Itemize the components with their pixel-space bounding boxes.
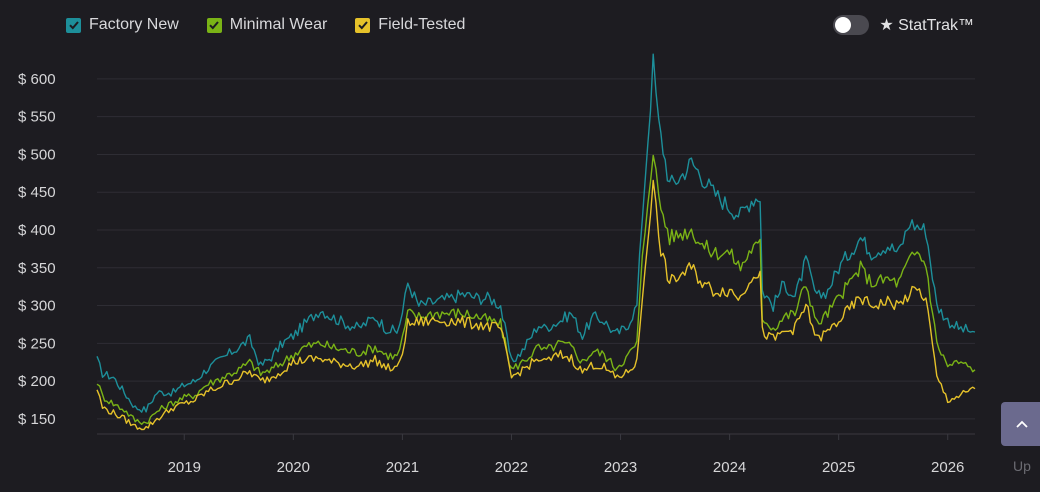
legend-item-minimal-wear[interactable]: Minimal Wear [206, 16, 328, 34]
checkbox-checked-icon[interactable] [355, 17, 371, 33]
y-tick-label: $ 500 [18, 146, 56, 163]
chart-legend: Factory New Minimal Wear Field-Tested [66, 16, 465, 34]
x-tick-label: 2023 [604, 459, 637, 476]
legend-label: Field-Tested [378, 16, 466, 33]
legend-label: Minimal Wear [229, 16, 328, 33]
stattrak-label: ★ StatTrak™ [879, 17, 974, 34]
x-tick-label: 2025 [822, 459, 855, 476]
stattrak-toggle[interactable] [833, 15, 870, 35]
toggle-knob [835, 17, 852, 33]
y-tick-label: $ 250 [18, 335, 56, 352]
y-tick-label: $ 300 [18, 298, 56, 315]
legend-item-field-tested[interactable]: Field-Tested [355, 16, 465, 34]
x-tick-label: 2021 [386, 459, 419, 476]
y-tick-label: $ 350 [18, 260, 56, 277]
chevron-up-icon [1016, 420, 1028, 428]
scroll-top-button[interactable] [1001, 402, 1040, 446]
scroll-top-label: Up [1013, 458, 1031, 474]
legend-item-factory-new[interactable]: Factory New [66, 16, 179, 34]
series-line-factory-new [96, 53, 976, 413]
x-tick-label: 2024 [713, 459, 746, 476]
legend-label: Factory New [89, 16, 179, 33]
x-tick-label: 2026 [931, 459, 964, 476]
x-tick-label: 2019 [168, 459, 201, 476]
x-tick-label: 2020 [277, 459, 310, 476]
checkbox-checked-icon[interactable] [66, 17, 81, 33]
checkbox-checked-icon[interactable] [206, 17, 222, 33]
y-tick-label: $ 200 [18, 373, 56, 390]
y-tick-label: $ 400 [18, 222, 56, 239]
x-tick-label: 2022 [495, 459, 528, 476]
y-tick-label: $ 550 [18, 109, 56, 126]
y-tick-label: $ 450 [18, 184, 56, 201]
y-tick-label: $ 150 [18, 411, 56, 428]
series-line-field-tested [96, 179, 976, 431]
stattrak-toggle-group: ★ StatTrak™ [833, 15, 974, 35]
series-line-minimal-wear [96, 154, 976, 425]
y-tick-label: $ 600 [18, 71, 56, 88]
